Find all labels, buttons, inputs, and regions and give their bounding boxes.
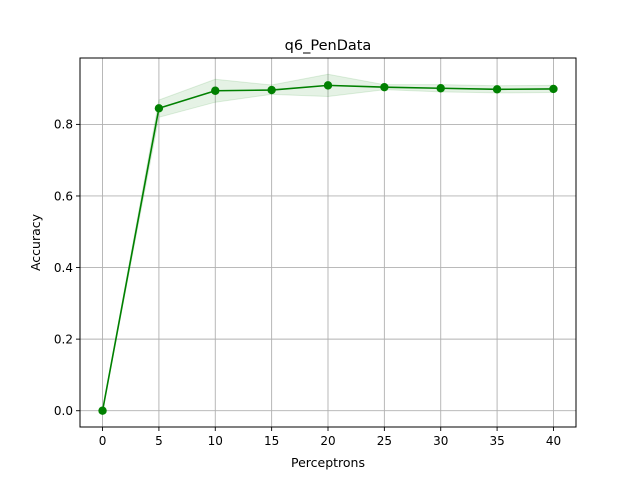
x-tick-label: 10 [208,434,223,448]
x-tick-label: 25 [377,434,392,448]
axis-ticks: 0 5 10 15 20 25 30 35 40 0.0 0.2 0.4 0.6 0.8 [54,118,561,448]
data-point [323,81,333,90]
data-point [154,104,164,113]
y-tick-label: 0.4 [54,261,73,275]
x-tick-label: 35 [489,434,504,448]
y-axis-label: Accuracy [28,213,43,271]
x-tick-label: 15 [264,434,279,448]
x-tick-label: 20 [320,434,335,448]
series-marker-layer [98,81,558,415]
grid [80,58,576,427]
x-axis-label: Perceptrons [291,455,365,470]
y-tick-label: 0.8 [54,118,73,132]
data-point [267,85,276,95]
x-tick-label: 30 [433,434,448,448]
data-point [549,84,558,94]
data-point [98,406,107,415]
y-tick-label: 0.2 [54,332,73,346]
y-tick-label: 0.6 [54,189,73,203]
x-tick-label: 5 [155,434,163,448]
x-tick-label: 40 [546,434,561,448]
data-point [211,86,220,95]
data-point [492,85,502,94]
y-tick-label: 0.0 [54,404,73,418]
data-point [380,82,389,92]
data-point [436,84,445,93]
x-tick-label: 0 [99,434,107,448]
chart-title: q6_PenData [285,38,372,54]
